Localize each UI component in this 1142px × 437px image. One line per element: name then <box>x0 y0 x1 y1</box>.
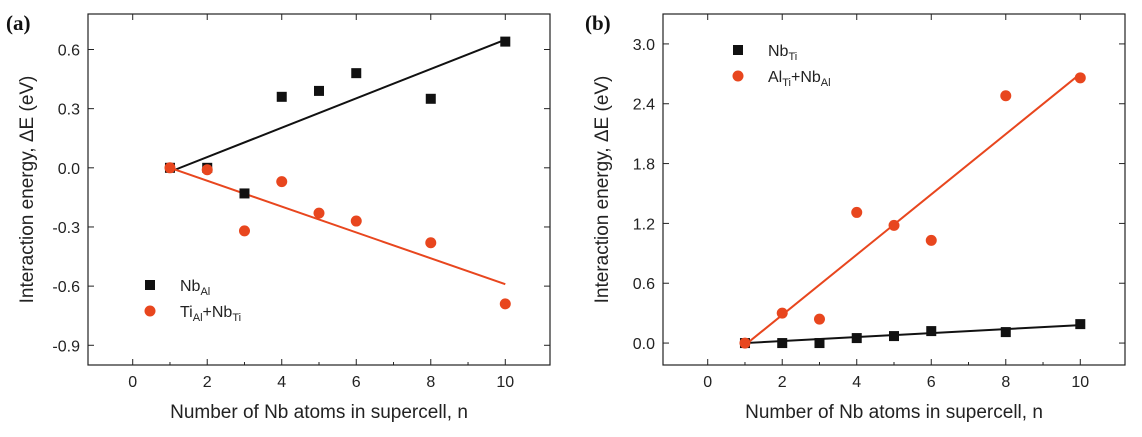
data-point-square <box>1000 327 1011 338</box>
data-point-circle <box>276 176 288 188</box>
legend-marker-circle <box>144 305 156 317</box>
legend-mid: + <box>791 69 800 86</box>
data-point-circle <box>925 234 937 246</box>
y-tick-label: 2.4 <box>633 97 655 114</box>
x-tick-label: 4 <box>852 374 861 391</box>
data-point-square <box>851 333 862 344</box>
fit-line <box>169 166 506 286</box>
data-point-square <box>926 326 937 337</box>
fit-line <box>744 324 1081 345</box>
x-tick-label: 8 <box>426 374 435 391</box>
legend-marker-circle <box>732 70 744 82</box>
data-point-circle <box>313 207 325 219</box>
data-point-square <box>777 338 788 349</box>
x-tick-label: 0 <box>703 374 712 391</box>
data-point-circle <box>499 298 511 310</box>
x-tick-label: 10 <box>1071 374 1089 391</box>
data-point-square <box>239 188 250 199</box>
y-axis-title: Interaction energy, ΔE (eV) <box>17 76 38 304</box>
x-tick-label: 2 <box>203 374 212 391</box>
plot-frame <box>87 13 551 366</box>
data-point-square <box>314 85 324 96</box>
legend-base: Nb <box>768 43 789 60</box>
x-tick-label: 10 <box>496 374 514 391</box>
data-point-circle <box>238 225 250 237</box>
data-point-square <box>425 93 436 104</box>
x-tick-label: 6 <box>352 374 361 391</box>
data-point-circle <box>739 337 751 349</box>
data-point-circle <box>1074 72 1086 84</box>
legend-base: Ti <box>180 304 193 321</box>
legend-sub2: Ti <box>232 312 241 324</box>
x-axis-title: Number of Nb atoms in supercell, n <box>170 402 468 423</box>
data-point-circle <box>425 237 437 249</box>
y-tick-label: 0.3 <box>58 102 80 119</box>
data-point-square <box>276 91 287 102</box>
x-tick-label: 4 <box>277 374 286 391</box>
fit-line <box>169 38 506 173</box>
legend-label: NbTi <box>768 43 797 63</box>
y-axis-title: Interaction energy, ΔE (eV) <box>592 76 613 304</box>
y-tick-label: 1.8 <box>633 157 655 174</box>
data-point-circle <box>888 219 900 231</box>
data-point-square <box>1075 319 1086 330</box>
data-point-circle <box>164 162 176 174</box>
y-tick-label: 0.6 <box>633 276 655 293</box>
legend-sub: Ti <box>782 77 791 89</box>
legend-label: AlTi+NbAl <box>768 69 831 89</box>
panel-b: 0 2 4 6 8 10 3.0 2.4 1.8 1.2 0.6 0.0 Number of Nb at… <box>585 11 1126 423</box>
legend-sub: Al <box>200 286 210 298</box>
data-point-circle <box>1000 90 1012 102</box>
legend-base: Al <box>768 69 782 86</box>
plot-frame <box>662 13 1126 366</box>
y-tick-label: -0.6 <box>52 279 80 296</box>
y-tick-label: 0.6 <box>58 42 80 59</box>
panel-label: (b) <box>585 11 611 35</box>
y-tick-label: 0.0 <box>633 336 655 353</box>
legend-sub: Al <box>193 312 203 324</box>
legend-sub2: Al <box>821 77 831 89</box>
data-point-square <box>500 36 511 47</box>
data-point-circle <box>201 164 213 176</box>
legend-sub: Ti <box>788 51 797 63</box>
x-tick-label: 6 <box>927 374 936 391</box>
data-point-circle <box>851 206 863 218</box>
legend-label: NbAl <box>180 278 210 298</box>
legend-base: Nb <box>180 278 201 295</box>
panel-label: (a) <box>6 11 31 35</box>
data-point-circle <box>776 307 788 319</box>
x-tick-label: 8 <box>1001 374 1010 391</box>
x-tick-label: 2 <box>778 374 787 391</box>
y-tick-label: 3.0 <box>633 37 655 54</box>
legend-mid: + <box>203 304 212 321</box>
data-point-square <box>351 68 362 79</box>
x-axis-title: Number of Nb atoms in supercell, n <box>745 402 1043 423</box>
fit-line <box>744 73 1081 346</box>
y-tick-label: 0.0 <box>58 161 80 178</box>
legend-marker-square <box>733 45 743 55</box>
data-point-circle <box>350 215 362 227</box>
data-point-square <box>814 338 825 349</box>
y-tick-label: -0.9 <box>52 338 80 355</box>
legend-label: TiAl+NbTi <box>180 304 241 324</box>
legend-base2: Nb <box>800 69 821 86</box>
x-tick-label: 0 <box>128 374 137 391</box>
legend-marker-square <box>145 280 155 290</box>
data-point-circle <box>813 313 825 325</box>
data-point-square <box>889 331 899 342</box>
y-tick-label: 1.2 <box>633 216 655 233</box>
panel-a: 0 2 4 6 8 10 0.6 0.3 0.0 -0.3 -0.6 -0.9 Number of Nb… <box>6 11 551 423</box>
y-tick-label: -0.3 <box>52 220 80 237</box>
legend-base2: Nb <box>212 304 233 321</box>
